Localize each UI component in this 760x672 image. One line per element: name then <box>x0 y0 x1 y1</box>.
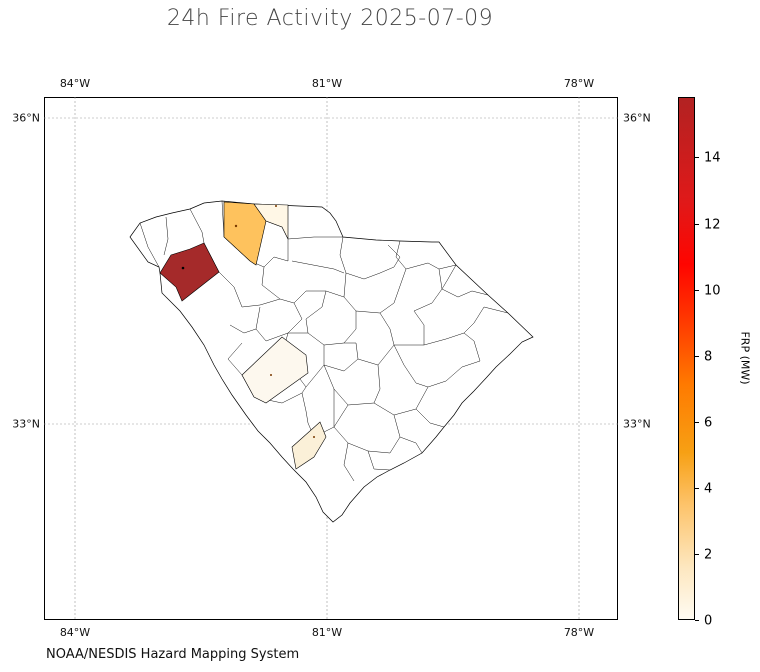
lon-label-bottom-78w: 78°W <box>563 626 595 639</box>
lon-label-bottom-84w: 84°W <box>59 626 91 639</box>
colorbar-label-8: 8 <box>704 349 713 365</box>
lon-label-top-78w: 78°W <box>563 77 595 90</box>
colorbar-tick-12 <box>695 224 699 225</box>
colorbar-tick-0 <box>695 620 699 621</box>
fire-point-spartanburg[interactable] <box>234 224 238 228</box>
colorbar-label-12: 12 <box>704 217 721 233</box>
lat-label-right-33n: 33°N <box>623 417 651 431</box>
fire-point-aiken[interactable] <box>270 374 272 376</box>
colorbar-label-10: 10 <box>704 283 721 299</box>
colorbar-tick-2 <box>695 554 699 555</box>
colorbar-label-2: 2 <box>704 547 713 563</box>
colorbar-label-0: 0 <box>704 613 713 629</box>
map-panel[interactable] <box>44 97 618 620</box>
frp-colorbar <box>678 97 695 620</box>
colorbar-label-6: 6 <box>704 415 713 431</box>
colorbar-tick-14 <box>695 157 699 158</box>
colorbar-title: FRP (MW) <box>738 331 752 385</box>
lon-label-top-84w: 84°W <box>59 77 91 90</box>
county-cherokee-fire[interactable] <box>253 203 289 240</box>
county-hampton-fire[interactable] <box>291 421 327 470</box>
lat-label-left-33n: 33°N <box>12 417 40 431</box>
lat-label-left-36n: 36°N <box>12 111 40 125</box>
colorbar-label-4: 4 <box>704 481 713 497</box>
lon-label-bottom-81w: 81°W <box>311 626 343 639</box>
fire-point-cherokee[interactable] <box>275 205 277 207</box>
map-title: 24h Fire Activity 2025-07-09 <box>166 6 494 31</box>
colorbar-tick-8 <box>695 356 699 357</box>
lat-label-right-36n: 36°N <box>623 111 651 125</box>
data-source-credit: NOAA/NESDIS Hazard Mapping System <box>46 647 300 662</box>
county-pickens-fire[interactable] <box>159 242 220 302</box>
county-boundaries <box>139 200 509 482</box>
colorbar-tick-6 <box>695 422 699 423</box>
colorbar-label-14: 14 <box>704 150 721 166</box>
map-canvas <box>44 97 618 620</box>
county-aiken-fire[interactable] <box>241 336 309 404</box>
lon-label-top-81w: 81°W <box>311 77 343 90</box>
fire-point-hampton[interactable] <box>313 436 315 438</box>
colorbar-tick-4 <box>695 488 699 489</box>
fire-point-pickens[interactable] <box>181 266 185 270</box>
colorbar-tick-10 <box>695 290 699 291</box>
